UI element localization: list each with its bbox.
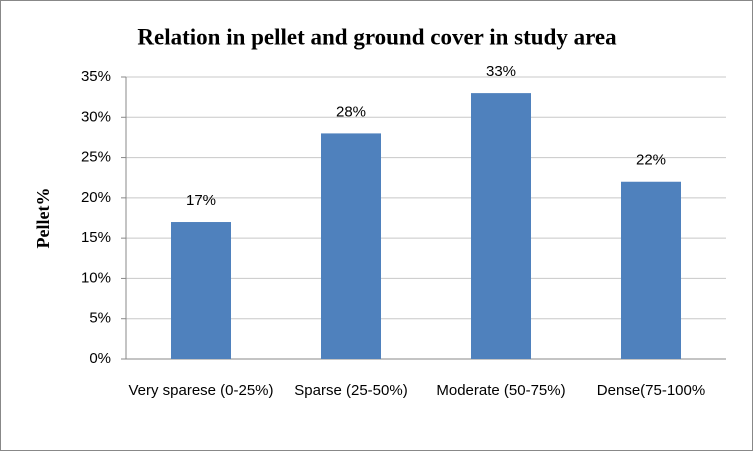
y-tick-label: 5%: [89, 310, 111, 327]
data-label: 28%: [336, 103, 366, 120]
y-tick-label: 25%: [81, 149, 111, 166]
data-label: 22%: [636, 152, 666, 169]
y-tick-label: 15%: [81, 229, 111, 246]
bar: [321, 133, 381, 359]
y-axis-label: Pellet%: [33, 188, 53, 249]
bar: [171, 222, 231, 359]
x-tick-label: Dense(75-100%: [596, 382, 706, 399]
x-tick-label: Moderate (50-75%): [436, 382, 566, 399]
y-tick-label: 30%: [81, 108, 111, 125]
y-tick-label: 10%: [81, 269, 111, 286]
y-tick-label: 20%: [81, 189, 111, 206]
data-label: 17%: [186, 192, 216, 209]
chart-title: Relation in pellet and ground cover in s…: [137, 24, 617, 49]
x-tick-label: Very sparese (0-25%): [128, 382, 274, 399]
bar: [621, 181, 681, 359]
y-tick-label: 0%: [89, 350, 111, 367]
bar: [471, 93, 531, 359]
x-tick-label: Sparse (25-50%): [294, 382, 408, 399]
data-label: 33%: [486, 63, 516, 80]
y-tick-label: 35%: [81, 68, 111, 85]
